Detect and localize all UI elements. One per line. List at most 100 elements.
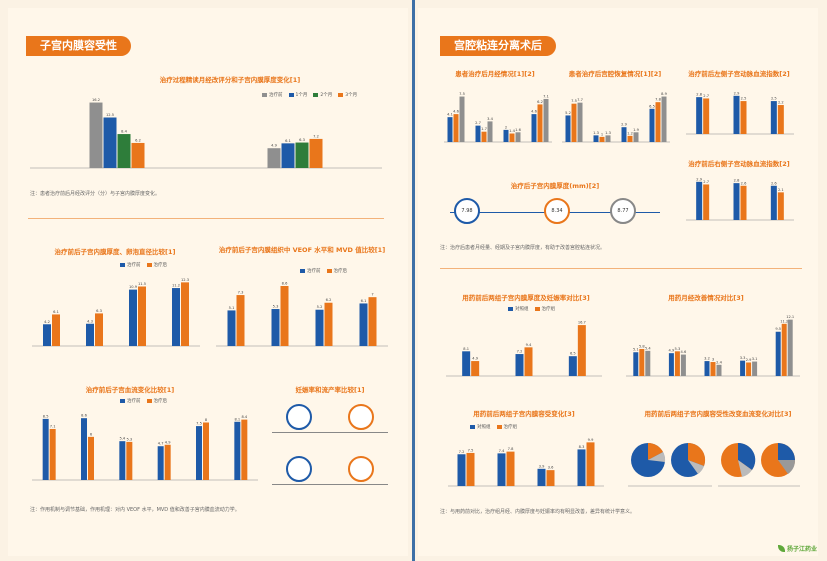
bar xyxy=(487,121,493,142)
chart-bloodflow: 8.5 7.1 8.6 6 5.4 5.3 4.7 4.9 7.58 8.18.4 xyxy=(32,414,258,481)
left-note-1: 注：患者治疗前后月经改评分（分）与子宫内膜厚度变化。 xyxy=(30,191,161,197)
bar xyxy=(593,135,599,142)
bar xyxy=(740,185,747,220)
bar xyxy=(568,356,577,376)
legend-item: 治疗前 xyxy=(262,92,283,98)
bar xyxy=(466,452,475,486)
data-label: 8.9 xyxy=(661,92,667,96)
data-label: 7.1 xyxy=(50,424,56,428)
top-chart-legend: 治疗前 1个月 2个月 3个月 xyxy=(262,92,357,98)
bar xyxy=(88,436,94,480)
data-label: 12.1 xyxy=(786,315,794,319)
bar xyxy=(281,143,295,168)
data-label: 3.9 xyxy=(539,464,545,468)
data-label: 3.4 xyxy=(487,117,493,121)
bar xyxy=(537,104,543,142)
data-label: 6.3 xyxy=(299,138,305,142)
bar xyxy=(475,125,481,142)
data-label: 4.9 xyxy=(669,349,675,353)
data-label: 2.9 xyxy=(621,123,627,127)
panel-title-pregnancy: 妊娠率和流产率比较[1] xyxy=(295,386,365,394)
data-label: 8.4 xyxy=(241,415,247,419)
bar xyxy=(453,114,459,142)
bar xyxy=(777,105,784,134)
bar xyxy=(633,132,639,142)
data-label: 7.8 xyxy=(508,447,514,451)
data-label: 9.5 xyxy=(775,327,781,331)
bar xyxy=(81,418,87,480)
legend-item: 1个月 xyxy=(288,92,307,98)
right-note-1: 注：治疗后患者月经量、经期及子宫内膜厚度，有助于改善宫腔粘连状况。 xyxy=(440,245,606,251)
axis-line xyxy=(272,432,388,433)
data-label: 7.5 xyxy=(196,422,202,426)
bar xyxy=(740,360,746,376)
bar xyxy=(531,114,537,142)
data-label: 7.2 xyxy=(313,134,319,138)
data-label: 7.7 xyxy=(577,98,583,102)
panel-title-endometrial-thickness: 治疗后子宫内膜厚度(mm)[2] xyxy=(510,182,600,190)
bar xyxy=(462,351,471,376)
data-label: 2.2 xyxy=(778,101,784,105)
bar xyxy=(733,95,740,134)
data-label: 5.8 xyxy=(639,344,645,348)
panel-title-receptivity-bloodflow: 用药前后两组子宫内膜容受性改变血流变化对比[3] xyxy=(644,410,792,418)
bar xyxy=(86,323,94,346)
panel-title-veof: 治疗前后子宫内膜组织中 VEOF 水平和 MVD 值比较[1] xyxy=(218,246,386,254)
legend-item: 2个月 xyxy=(313,92,332,98)
bar xyxy=(639,348,645,376)
bar xyxy=(506,451,515,486)
bar xyxy=(52,314,60,346)
bar xyxy=(577,449,586,486)
data-label: 3.1 xyxy=(752,357,758,361)
data-label: 8.1 xyxy=(234,417,240,421)
panel-title-bloodflow: 治疗前后子宫血流变化比较[1] xyxy=(85,386,175,394)
data-label: 11.2 xyxy=(780,319,788,323)
pie-charts xyxy=(628,442,800,487)
pregnancy-circle xyxy=(348,404,374,430)
bar xyxy=(543,98,549,142)
pie-chart xyxy=(721,442,756,477)
data-label: 2.8 xyxy=(734,179,740,183)
data-label: 6.5 xyxy=(649,104,655,108)
bar xyxy=(271,309,280,346)
data-label: 2.6 xyxy=(741,181,747,185)
bar xyxy=(703,184,710,220)
bar xyxy=(524,347,533,376)
pair-legend: 治疗前 治疗后 xyxy=(120,398,167,404)
right-section-title: 宫腔粘连分离术后 xyxy=(440,36,556,56)
bar xyxy=(227,310,236,346)
data-label: 2.9 xyxy=(746,358,752,362)
data-label: 2.7 xyxy=(703,94,709,98)
bar xyxy=(203,422,209,480)
panel-title-menstruation: 患者治疗后月经情况[1][2] xyxy=(455,70,535,78)
legend-item: 治疗前 xyxy=(120,262,141,268)
divider xyxy=(440,268,802,269)
legend-item: 治疗组 xyxy=(496,424,517,430)
group-legend: 对照组 治疗组 xyxy=(508,306,555,312)
data-label: 3.2 xyxy=(704,357,710,361)
data-label: 4.3 xyxy=(87,319,93,323)
data-label: 2.9 xyxy=(696,177,702,181)
data-label: 1.7 xyxy=(481,127,487,131)
data-label: 4.9 xyxy=(165,440,171,444)
abortion-circle xyxy=(286,456,312,482)
left-note-2: 注：作用机制与调节基础，作用机理：对内 VEOF 水平，MVD 值和改善子宫内膜… xyxy=(30,507,240,513)
bar xyxy=(546,470,555,486)
data-label: 5.3 xyxy=(273,305,279,309)
legend-item: 治疗后 xyxy=(326,268,347,274)
chart-menstruation: 4.14.67.52.71.73.421.4 1.64.66.27.1 xyxy=(444,92,552,143)
bar xyxy=(509,133,515,142)
bar xyxy=(703,98,710,134)
bar xyxy=(696,97,703,134)
bar xyxy=(459,96,465,142)
data-label: 7.8 xyxy=(655,98,661,102)
bar xyxy=(157,446,164,480)
thickness-circle: 8.34 xyxy=(544,198,570,224)
thickness-circle: 7.98 xyxy=(454,198,480,224)
bar xyxy=(95,313,103,346)
divider xyxy=(28,218,384,219)
data-label: 8.6 xyxy=(282,282,288,286)
chart-receptivity: 7.2 7.5 7.4 7.8 3.9 3.6 8.39.9 xyxy=(448,438,604,487)
pie-chart xyxy=(761,443,796,477)
data-label: 3.3 xyxy=(740,356,746,360)
